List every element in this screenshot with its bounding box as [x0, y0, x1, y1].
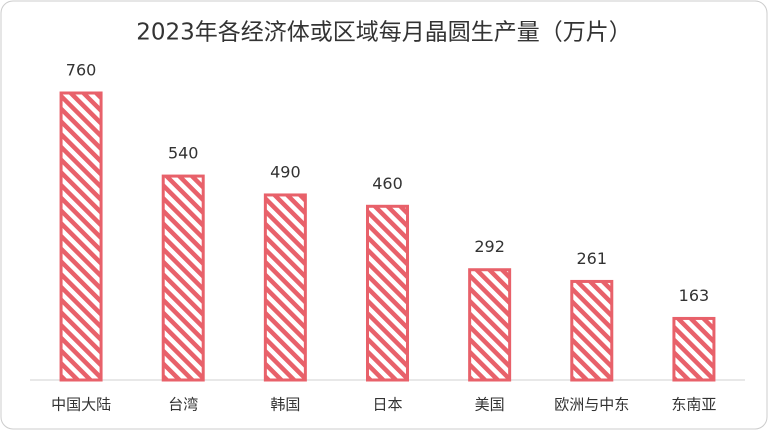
x-tick-label: 日本	[372, 396, 402, 414]
data-label: 540	[168, 144, 199, 163]
data-label: 460	[372, 174, 403, 193]
x-tick-label: 台湾	[168, 396, 198, 414]
bar	[263, 193, 307, 382]
data-label: 261	[577, 249, 608, 268]
bar	[366, 204, 409, 382]
x-tick-label: 欧洲与中东	[554, 396, 629, 414]
data-label: 163	[679, 286, 710, 305]
bar	[672, 316, 716, 382]
x-tick-label: 中国大陆	[51, 396, 111, 414]
data-label: 292	[474, 237, 505, 256]
bar	[59, 91, 103, 382]
x-tick-label: 美国	[475, 396, 505, 414]
bar	[570, 279, 614, 382]
chart-title: 2023年各经济体或区域每月晶圆生产量（万片）	[136, 20, 632, 46]
bar	[468, 268, 512, 382]
x-tick-label: 东南亚	[671, 396, 716, 414]
x-tick-label: 韩国	[270, 396, 300, 414]
data-label: 490	[270, 162, 301, 181]
data-label: 760	[66, 61, 97, 80]
bar	[161, 174, 205, 382]
